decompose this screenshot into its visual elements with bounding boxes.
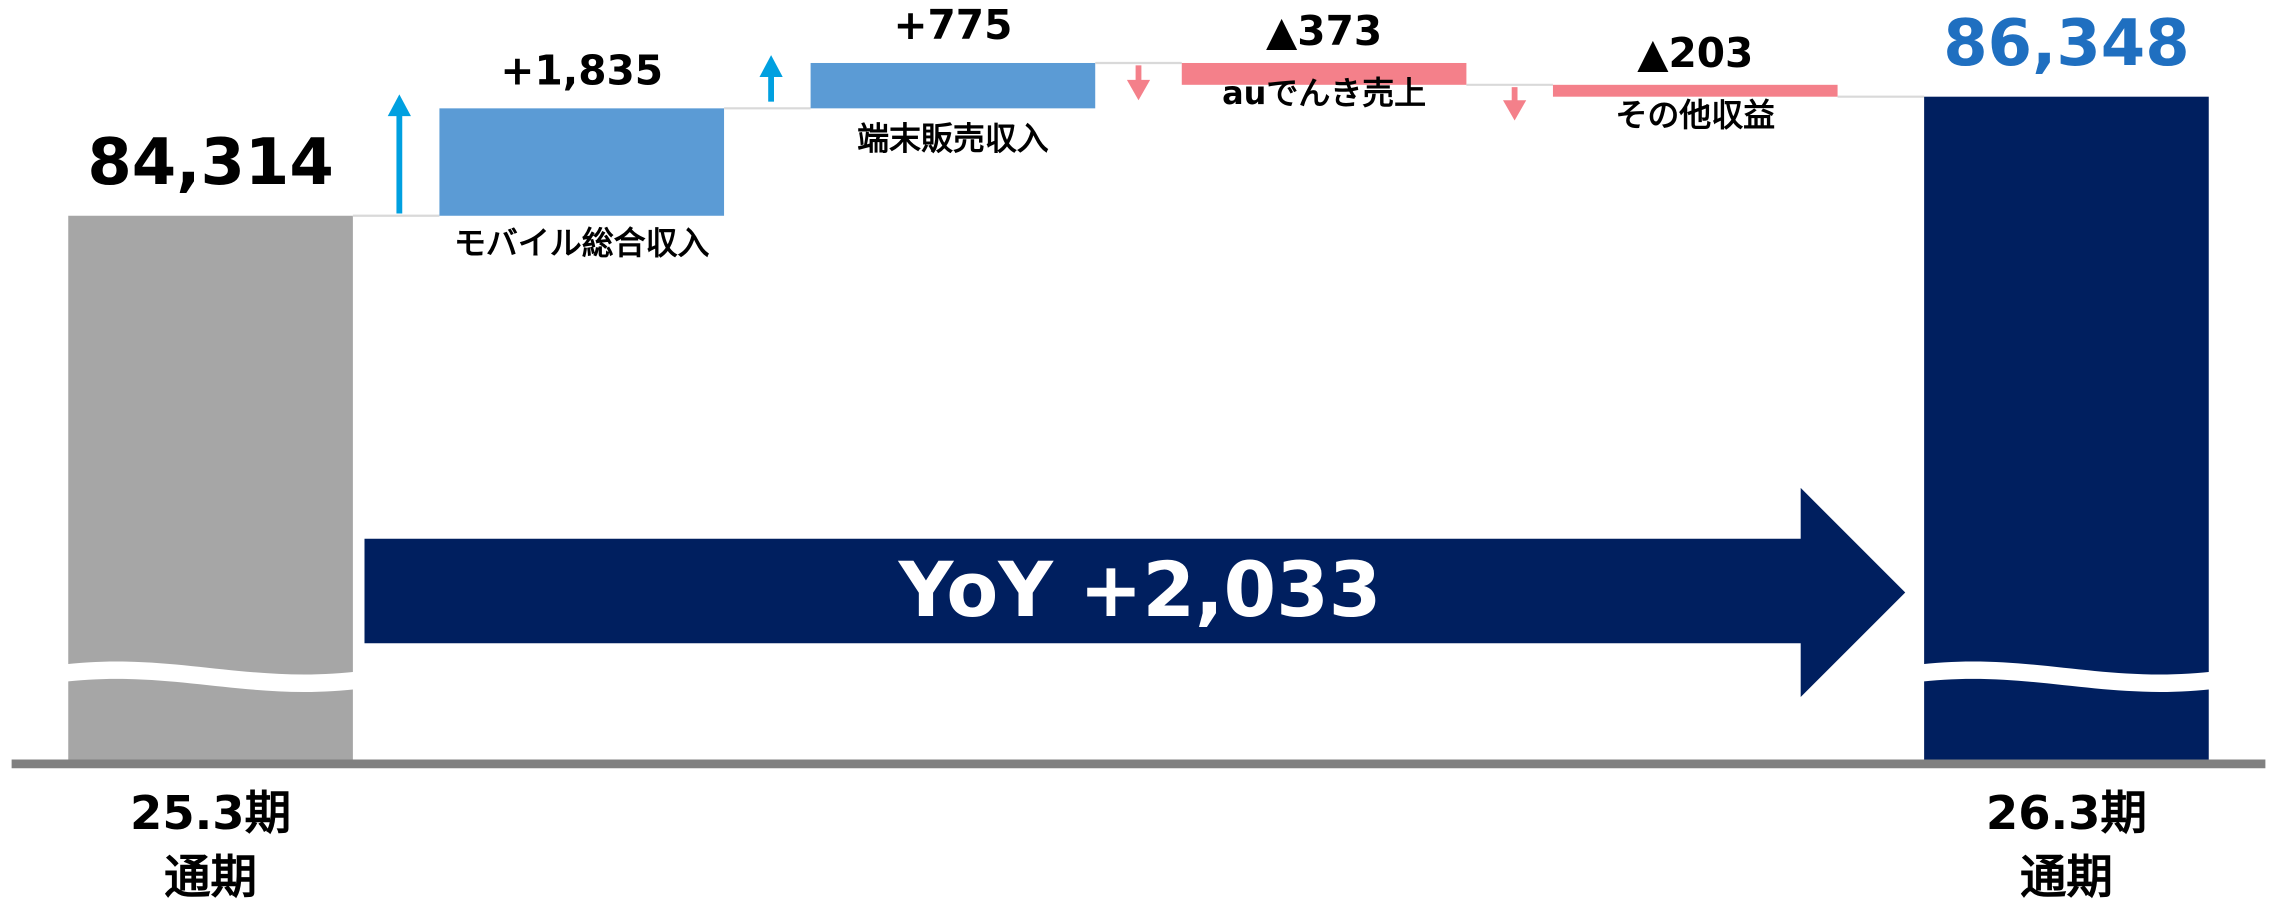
flow-arrows	[387, 55, 1527, 214]
value-label: ▲373	[1266, 7, 1382, 55]
bar	[1181, 62, 1467, 85]
value-label: +1,835	[500, 46, 663, 94]
annotation: YoY +2,033	[898, 546, 1382, 634]
bar	[1552, 84, 1838, 97]
down-arrow-head	[1126, 79, 1151, 101]
up-arrow-head	[759, 55, 783, 77]
bars	[68, 61, 2209, 761]
category-label: 26.3期 通期	[1985, 785, 2148, 904]
value-label: 86,348	[1943, 7, 2190, 81]
down-arrow-head	[1502, 100, 1527, 121]
bar	[439, 108, 725, 216]
value-label: ▲203	[1637, 29, 1753, 77]
category-label: 25.3期 通期	[129, 785, 292, 904]
bar	[1924, 96, 2209, 761]
category-label: 端末販売収入	[857, 119, 1049, 157]
up-arrow-head	[387, 94, 411, 117]
bar	[810, 62, 1096, 109]
category-label: auでんき売上	[1222, 74, 1426, 112]
category-label: その他収益	[1615, 96, 1775, 134]
value-label: +775	[893, 1, 1012, 49]
axis-break	[1913, 661, 2219, 692]
arrow-shape	[364, 487, 1906, 698]
category-label: モバイル総合収入	[454, 224, 710, 262]
value-label: 84,314	[87, 126, 334, 200]
axis-break	[58, 661, 364, 692]
yoy-arrow: YoY +2,033	[364, 487, 1906, 698]
